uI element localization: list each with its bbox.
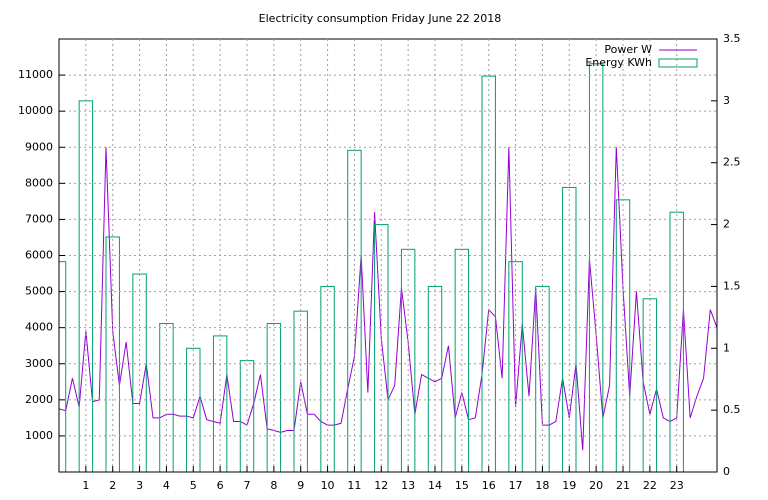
energy-bar xyxy=(481,75,496,472)
energy-bar xyxy=(105,236,120,472)
y2-tick-label: 3 xyxy=(723,94,730,107)
x-tick-label: 13 xyxy=(401,479,415,492)
y-tick-label: 7000 xyxy=(25,212,53,225)
x-tick-label: 3 xyxy=(136,479,143,492)
y-tick-label: 9000 xyxy=(25,140,53,153)
y-tick-label: 11000 xyxy=(18,68,53,81)
y-tick-label: 6000 xyxy=(25,249,53,262)
x-tick-label: 9 xyxy=(297,479,304,492)
chart-title: Electricity consumption Friday June 22 2… xyxy=(259,12,502,25)
x-tick-label: 10 xyxy=(321,479,335,492)
legend-swatch xyxy=(658,58,698,68)
x-tick-label: 15 xyxy=(455,479,469,492)
x-tick-label: 16 xyxy=(482,479,496,492)
y2-tick-label: 1.5 xyxy=(723,279,741,292)
y2-tick-label: 1 xyxy=(723,341,730,354)
legend-label: Power W xyxy=(604,43,652,56)
x-tick-label: 4 xyxy=(163,479,170,492)
x-tick-label: 1 xyxy=(82,479,89,492)
y-tick-label: 1000 xyxy=(25,429,53,442)
x-tick-label: 21 xyxy=(616,479,630,492)
x-tick-label: 5 xyxy=(190,479,197,492)
legend-label: Energy KWh xyxy=(585,56,652,69)
energy-bar xyxy=(59,261,67,472)
x-tick-label: 23 xyxy=(670,479,684,492)
y2-tick-label: 2 xyxy=(723,218,730,231)
x-tick-label: 12 xyxy=(374,479,388,492)
x-tick-label: 22 xyxy=(643,479,657,492)
y-tick-label: 5000 xyxy=(25,285,53,298)
y2-tick-label: 3.5 xyxy=(723,32,741,45)
x-tick-label: 8 xyxy=(270,479,277,492)
x-tick-label: 6 xyxy=(217,479,224,492)
x-tick-label: 2 xyxy=(109,479,116,492)
x-tick-label: 17 xyxy=(509,479,523,492)
x-tick-label: 18 xyxy=(535,479,549,492)
x-tick-label: 19 xyxy=(562,479,576,492)
x-tick-label: 14 xyxy=(428,479,442,492)
y-tick-label: 4000 xyxy=(25,321,53,334)
x-tick-label: 7 xyxy=(244,479,251,492)
y-tick-label: 8000 xyxy=(25,176,53,189)
x-tick-label: 20 xyxy=(589,479,603,492)
y-tick-label: 2000 xyxy=(25,393,53,406)
y-tick-label: 10000 xyxy=(18,104,53,117)
y2-tick-label: 0.5 xyxy=(723,403,741,416)
energy-bar xyxy=(588,63,604,472)
y2-tick-label: 0 xyxy=(723,465,730,478)
y2-tick-label: 2.5 xyxy=(723,156,741,169)
x-tick-label: 11 xyxy=(347,479,361,492)
y-tick-label: 3000 xyxy=(25,357,53,370)
